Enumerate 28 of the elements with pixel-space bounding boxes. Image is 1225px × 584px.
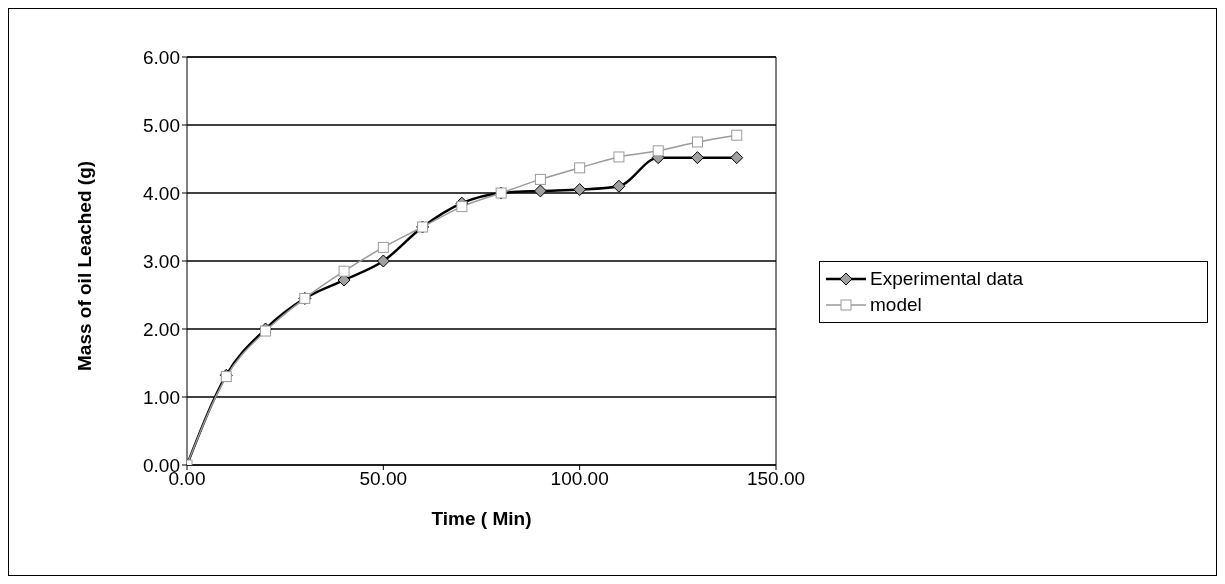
x-axis-title: Time ( Min) xyxy=(431,508,532,529)
point xyxy=(338,265,350,277)
y-tick-label: 5.00 xyxy=(143,114,180,136)
point xyxy=(613,151,625,163)
point xyxy=(690,151,704,165)
y-tick-label: 2.00 xyxy=(143,318,180,340)
point xyxy=(376,254,390,268)
legend-label: model xyxy=(870,294,922,316)
point xyxy=(574,162,586,174)
point xyxy=(612,179,626,193)
legend-label: Experimental data xyxy=(870,268,1024,290)
y-tick-label: 6.00 xyxy=(143,46,180,68)
point xyxy=(534,173,546,185)
point xyxy=(731,129,743,141)
point xyxy=(730,151,744,165)
point xyxy=(573,183,587,197)
y-tick-label: 1.00 xyxy=(143,386,180,408)
point xyxy=(652,145,664,157)
y-axis-title: Mass of oil Leached (g) xyxy=(73,160,95,371)
point xyxy=(377,241,389,253)
point xyxy=(533,184,547,198)
y-tick-label: 3.00 xyxy=(143,250,180,272)
x-tick-label: 100.00 xyxy=(550,468,609,490)
point xyxy=(691,136,703,148)
x-tick-label: 150.00 xyxy=(746,468,806,490)
y-tick-label: 4.00 xyxy=(143,182,180,204)
point xyxy=(456,201,468,213)
x-tick-label: 50.00 xyxy=(359,468,408,490)
